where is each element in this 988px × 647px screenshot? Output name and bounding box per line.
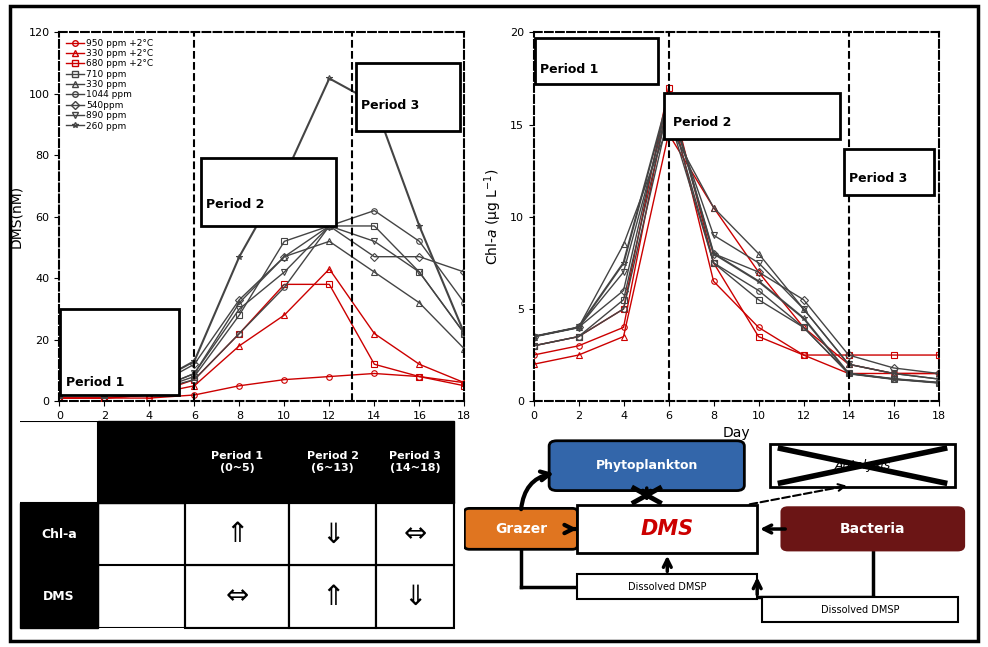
- Text: Period 2: Period 2: [673, 116, 731, 129]
- Bar: [185, 565, 289, 628]
- FancyBboxPatch shape: [549, 441, 744, 490]
- Bar: [577, 575, 757, 599]
- FancyBboxPatch shape: [770, 444, 955, 487]
- Text: Grazer: Grazer: [495, 522, 547, 536]
- Text: ⇑: ⇑: [321, 582, 345, 611]
- Text: Period 1: Period 1: [540, 63, 599, 76]
- Text: Period 3: Period 3: [849, 171, 907, 184]
- Text: DMS: DMS: [641, 519, 694, 539]
- Bar: [201, 159, 336, 226]
- Text: Period 3
(14~18): Period 3 (14~18): [389, 451, 442, 473]
- FancyBboxPatch shape: [464, 509, 577, 549]
- Text: ⇔: ⇔: [225, 582, 249, 611]
- Y-axis label: DMS(nM): DMS(nM): [9, 185, 23, 248]
- Text: ⇓: ⇓: [404, 582, 427, 611]
- Bar: [185, 503, 289, 565]
- Bar: [763, 597, 957, 622]
- Text: Phytoplankton: Phytoplankton: [596, 459, 698, 472]
- Bar: [664, 93, 840, 139]
- Bar: [535, 38, 658, 84]
- Text: ⇔: ⇔: [404, 520, 427, 549]
- Text: Autolysis: Autolysis: [835, 459, 890, 472]
- Bar: [20, 503, 98, 628]
- Text: ⇑: ⇑: [225, 520, 249, 549]
- Text: ⇓: ⇓: [321, 520, 345, 549]
- Bar: [357, 63, 459, 131]
- Text: Chl-a: Chl-a: [41, 528, 77, 541]
- Legend: 950 ppm +2°C, 330 ppm +2°C, 680 ppm +2°C, 710 ppm, 330 ppm, 1044 ppm, 540ppm, 89: 950 ppm +2°C, 330 ppm +2°C, 680 ppm +2°C…: [64, 37, 155, 132]
- Text: Period 1
(0~5): Period 1 (0~5): [211, 451, 263, 473]
- Bar: [376, 503, 454, 565]
- Text: Period 1: Period 1: [66, 376, 124, 389]
- X-axis label: Day: Day: [722, 426, 750, 441]
- Bar: [289, 503, 376, 565]
- Bar: [59, 309, 179, 395]
- Text: Period 3: Period 3: [361, 99, 419, 112]
- Bar: [98, 421, 454, 503]
- Y-axis label: Chl-$a$ (μg L$^{-1}$): Chl-$a$ (μg L$^{-1}$): [482, 168, 504, 265]
- Bar: [376, 565, 454, 628]
- Text: Dissolved DMSP: Dissolved DMSP: [821, 605, 899, 615]
- Text: Bacteria: Bacteria: [840, 522, 906, 536]
- FancyBboxPatch shape: [782, 508, 963, 550]
- Text: Period 2
(6~13): Period 2 (6~13): [306, 451, 359, 473]
- Text: Dissolved DMSP: Dissolved DMSP: [628, 582, 706, 591]
- Text: Period 2: Period 2: [206, 197, 264, 210]
- Bar: [844, 149, 934, 195]
- X-axis label: Day: Day: [248, 426, 276, 441]
- Bar: [289, 565, 376, 628]
- Bar: [577, 505, 757, 553]
- Text: DMS: DMS: [43, 590, 75, 603]
